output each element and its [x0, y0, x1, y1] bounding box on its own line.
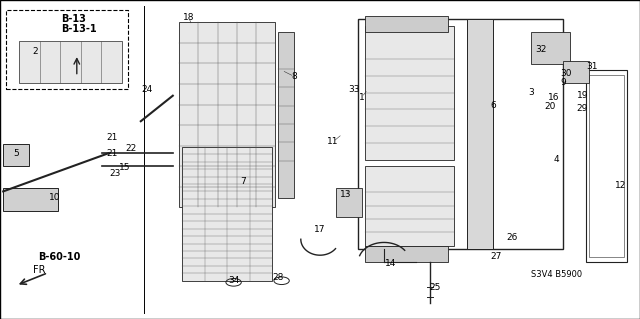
Bar: [3, 144, 29, 166]
Text: 26: 26: [506, 233, 518, 242]
Text: 5: 5: [13, 149, 19, 158]
Bar: [336, 188, 362, 217]
Bar: [365, 16, 448, 32]
Text: 3: 3: [529, 88, 534, 97]
Text: 2: 2: [33, 47, 38, 56]
Text: 24: 24: [141, 85, 153, 94]
Text: B-13-1: B-13-1: [61, 24, 97, 34]
Text: 21: 21: [106, 133, 118, 142]
Text: 11: 11: [327, 137, 339, 146]
Text: FR: FR: [33, 264, 46, 275]
Bar: [19, 41, 122, 83]
Text: 28: 28: [273, 273, 284, 282]
Text: 17: 17: [314, 225, 326, 234]
Text: 21: 21: [106, 149, 118, 158]
Text: 18: 18: [183, 13, 195, 22]
Text: 6: 6: [490, 101, 495, 110]
Bar: [365, 166, 454, 246]
Text: 13: 13: [340, 190, 351, 199]
Text: 23: 23: [109, 169, 121, 178]
Text: 9: 9: [561, 78, 566, 87]
Bar: [278, 32, 294, 198]
Text: 15: 15: [119, 163, 131, 172]
Text: 32: 32: [535, 45, 547, 54]
Text: 22: 22: [125, 144, 137, 153]
Bar: [365, 26, 454, 160]
Text: 8: 8: [292, 72, 297, 81]
Bar: [467, 19, 493, 249]
Text: 27: 27: [490, 252, 502, 261]
Bar: [182, 147, 272, 281]
Text: 31: 31: [586, 63, 598, 71]
Text: 20: 20: [545, 102, 556, 111]
Text: B-13: B-13: [61, 14, 86, 24]
Bar: [589, 75, 624, 257]
Bar: [6, 10, 128, 89]
Text: 34: 34: [228, 276, 239, 285]
Text: 12: 12: [615, 181, 627, 189]
Text: 14: 14: [385, 259, 396, 268]
Text: 30: 30: [561, 69, 572, 78]
Bar: [365, 246, 448, 262]
Bar: [563, 61, 589, 83]
Text: 4: 4: [554, 155, 559, 164]
Bar: [586, 70, 627, 262]
Bar: [358, 19, 563, 249]
Text: 7: 7: [241, 177, 246, 186]
Text: 29: 29: [577, 104, 588, 113]
Bar: [179, 22, 275, 207]
Text: 33: 33: [348, 85, 360, 94]
Text: 25: 25: [429, 283, 441, 292]
Text: 16: 16: [548, 93, 559, 102]
Text: 19: 19: [577, 91, 588, 100]
Text: 10: 10: [49, 193, 60, 202]
Text: B-60-10: B-60-10: [38, 252, 81, 262]
Bar: [3, 188, 58, 211]
Text: S3V4 B5900: S3V4 B5900: [531, 271, 582, 279]
Text: 1: 1: [359, 93, 364, 102]
Bar: [531, 32, 570, 64]
